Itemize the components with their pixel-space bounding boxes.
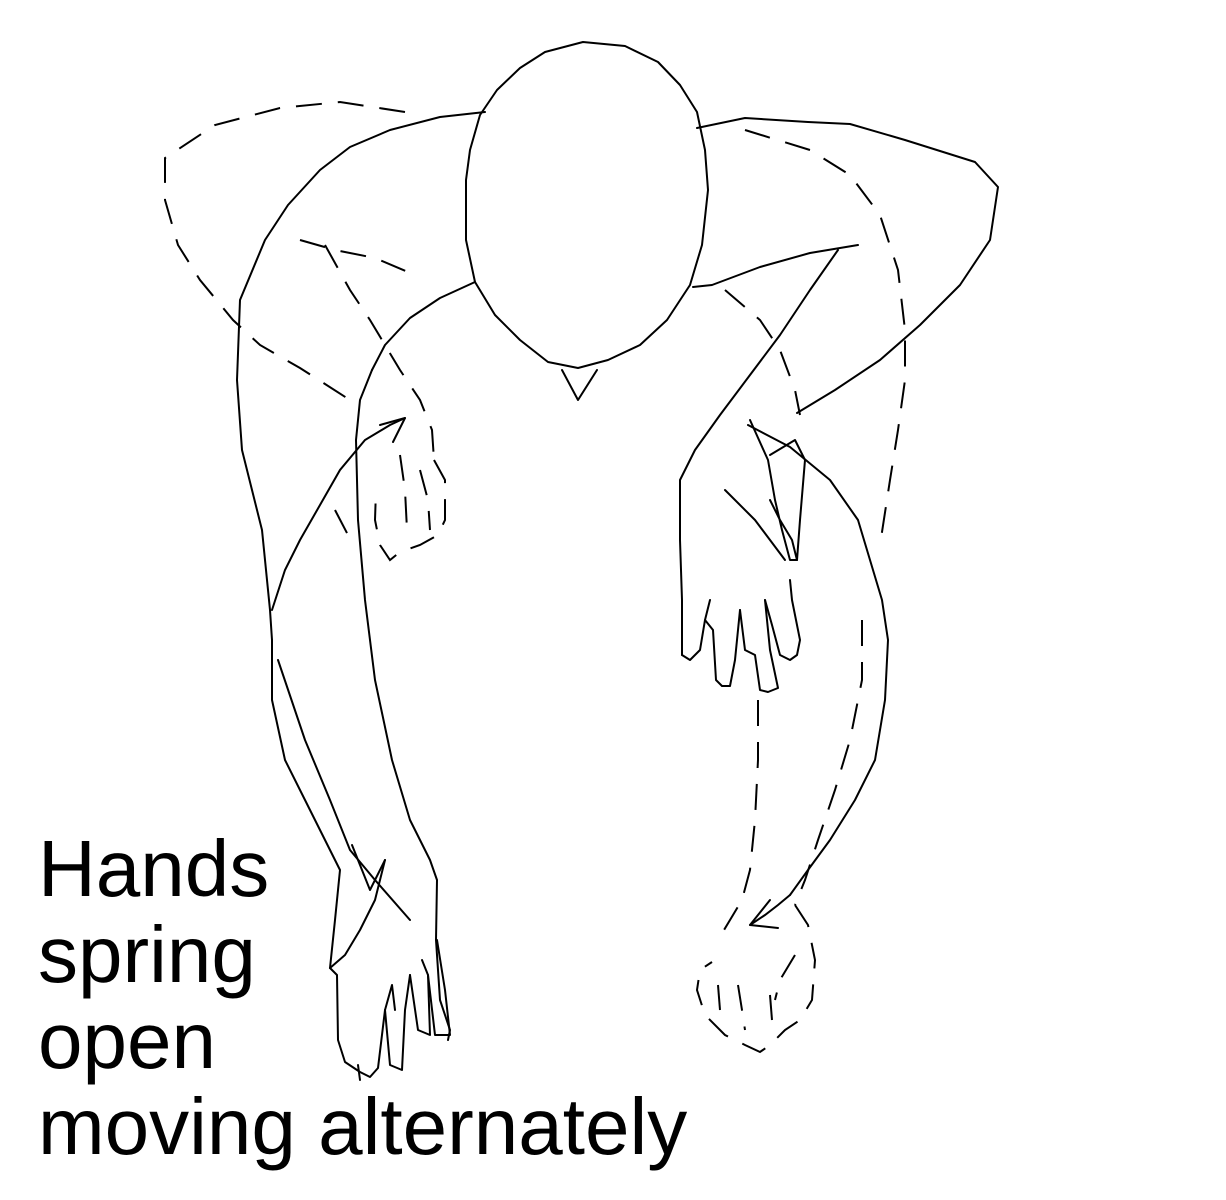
- left-movement-arrow: [271, 417, 406, 611]
- torso-outline: [236, 111, 999, 641]
- right-fist-dashed: [695, 904, 817, 1054]
- right-open-hand: [681, 579, 801, 693]
- left-open-hand: [329, 939, 451, 1081]
- caption: Hands spring open moving alternately: [38, 826, 687, 1170]
- caption-line-2: spring: [38, 910, 256, 999]
- left-arm-dashed: [164, 100, 435, 536]
- caption-line-4: moving alternately: [38, 1082, 688, 1171]
- right-movement-arrow: [749, 894, 791, 929]
- nose: [561, 369, 598, 401]
- right-arm-dashed: [717, 129, 906, 941]
- left-fist-dashed: [373, 454, 446, 562]
- right-arm-solid: [679, 249, 889, 896]
- left-arm-solid: [271, 369, 451, 1041]
- caption-line-3: open: [38, 996, 216, 1085]
- caption-line-1: Hands: [38, 824, 270, 913]
- head: [465, 41, 709, 401]
